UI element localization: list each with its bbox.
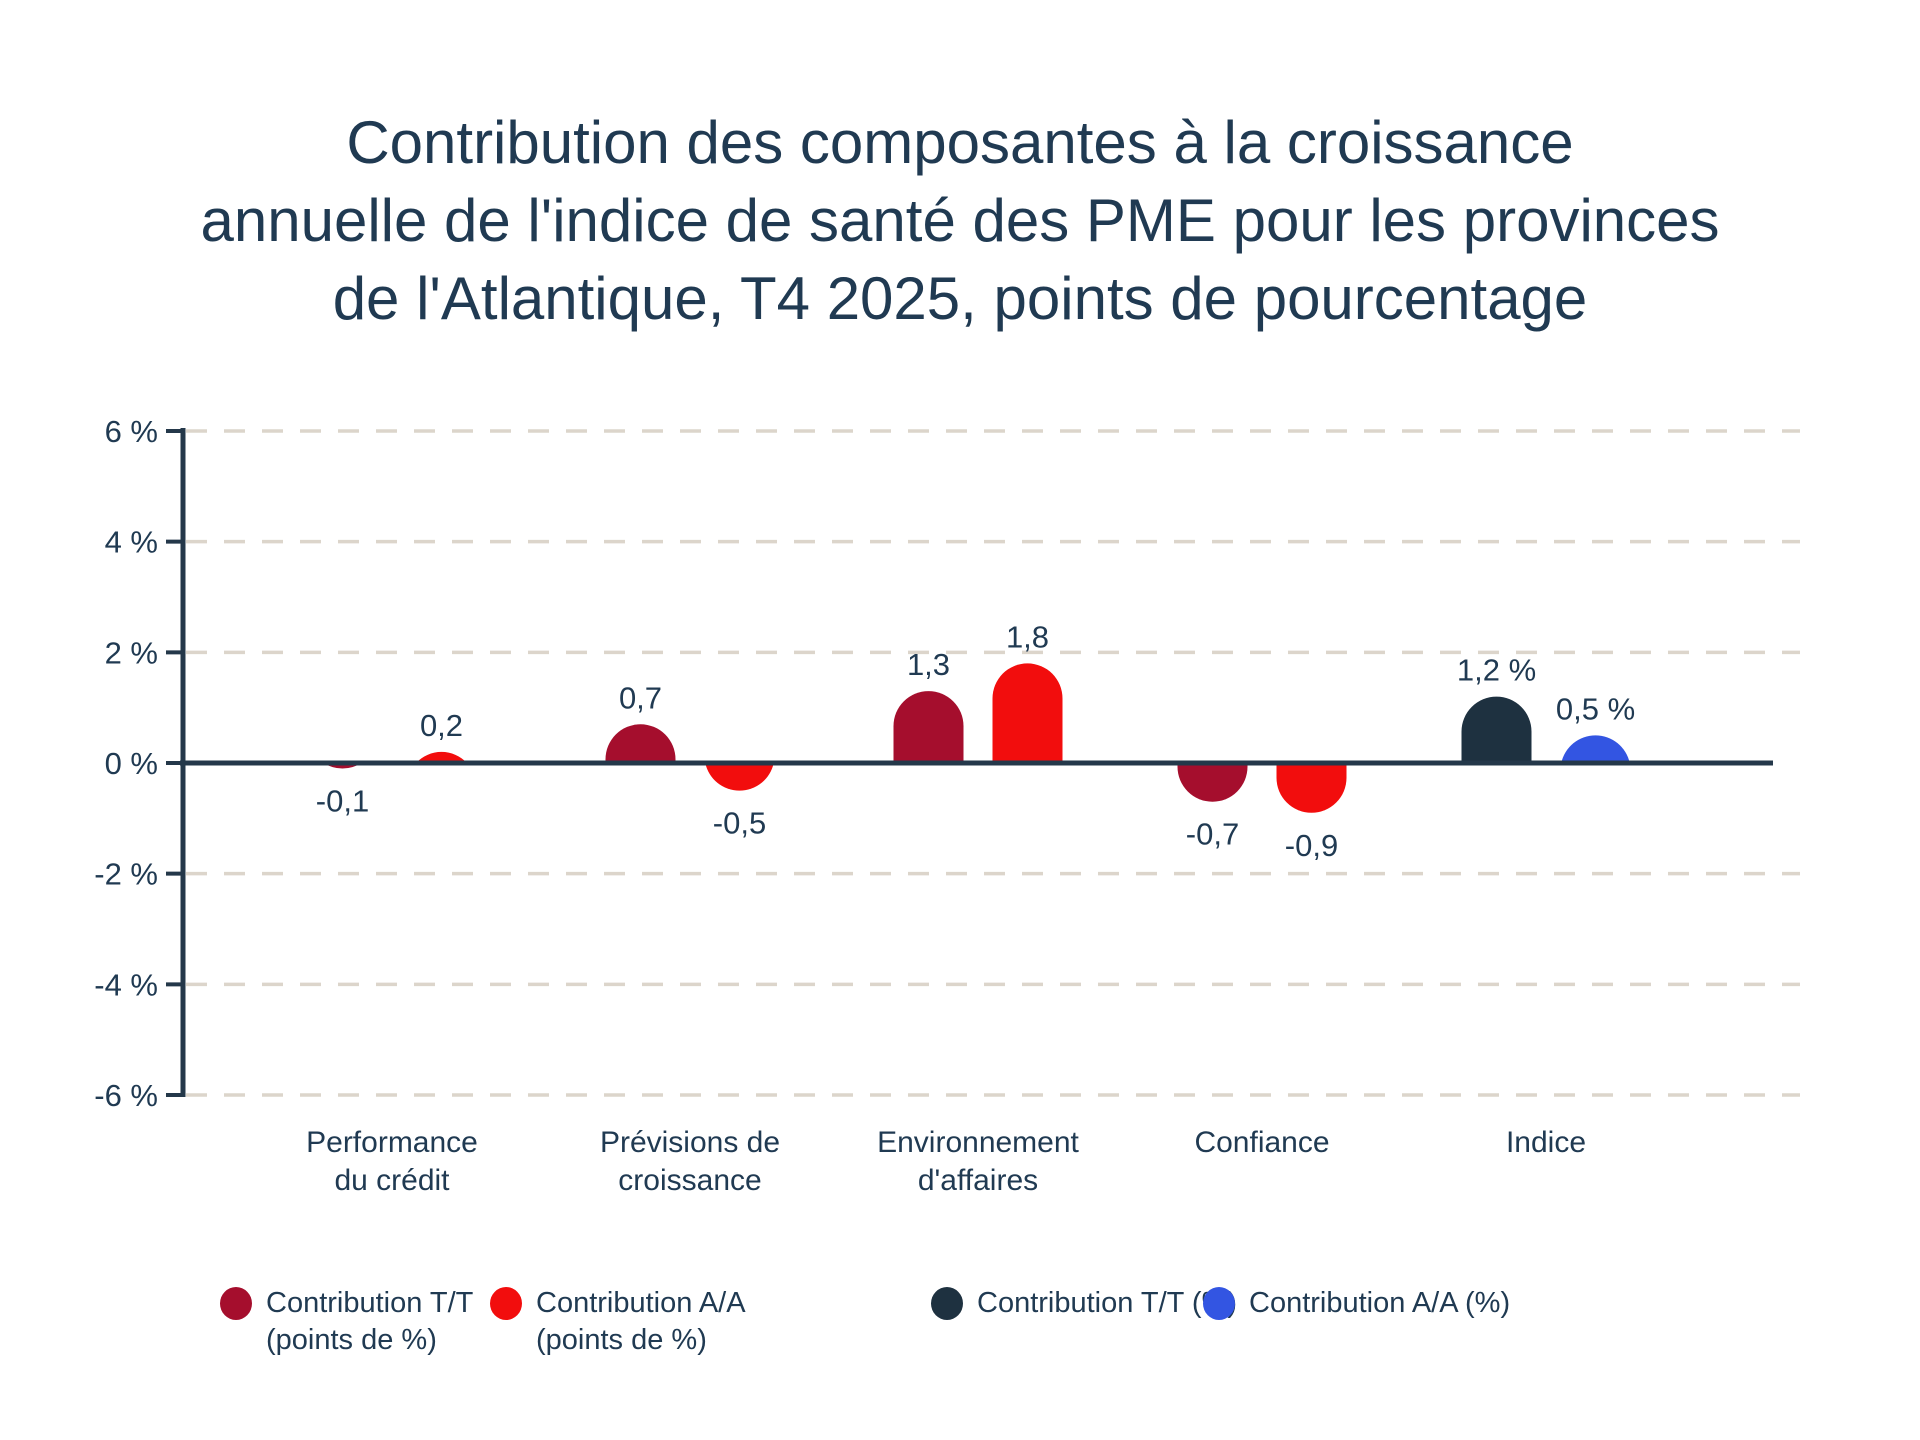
category-label: Prévisions de <box>600 1126 780 1159</box>
bar <box>705 763 774 791</box>
legend-label: Contribution T/T (points de %) <box>266 1285 473 1359</box>
legend-label-line: (points de %) <box>266 1324 437 1356</box>
y-tick-label: 0 % <box>105 746 158 781</box>
legend-label: Contribution A/A (%) <box>1249 1285 1510 1322</box>
bar <box>1461 696 1532 763</box>
legend-entry: Contribution A/A (points de %) <box>490 1285 746 1359</box>
category-label: Confiance <box>1194 1126 1329 1159</box>
legend-label-line: Contribution A/A (%) <box>1249 1287 1511 1319</box>
legend-label-line: Contribution T/T <box>266 1287 474 1319</box>
bar-value-label: -0,7 <box>1186 817 1239 852</box>
bar <box>1177 763 1248 802</box>
legend-entry: Contribution T/T (%) <box>931 1285 1237 1322</box>
category-label: Performance <box>306 1126 478 1159</box>
category-label: croissance <box>618 1164 761 1197</box>
bar <box>415 751 468 763</box>
y-tick-label: -6 % <box>94 1078 158 1113</box>
legend-label: Contribution T/T (%) <box>977 1285 1237 1322</box>
category-label: d'affaires <box>918 1164 1038 1197</box>
bar-value-label: 1,3 <box>907 647 950 682</box>
legend-label: Contribution A/A (points de %) <box>536 1285 746 1359</box>
title-line-1: Contribution des composantes à la croiss… <box>346 109 1574 176</box>
category-label: Indice <box>1506 1126 1586 1159</box>
legend-marker-circle-icon <box>931 1287 963 1320</box>
bar-value-label: 0,2 <box>420 708 463 743</box>
bar-value-label: -0,1 <box>316 784 369 819</box>
legend-entry: Contribution A/A (%) <box>1203 1285 1510 1322</box>
bar-value-label: 0,5 % <box>1556 691 1635 726</box>
y-tick-label: 2 % <box>105 635 158 670</box>
bar <box>992 663 1063 763</box>
title-line-3: de l'Atlantique, T4 2025, points de pour… <box>332 265 1588 332</box>
legend-marker-circle-icon <box>1203 1287 1235 1320</box>
y-tick-label: 6 % <box>105 414 158 449</box>
chart-title: Contribution des composantes à la croiss… <box>0 104 1920 338</box>
bar <box>893 691 964 763</box>
legend-label-line: Contribution T/T (%) <box>977 1287 1238 1319</box>
y-tick-label: -2 % <box>94 857 158 892</box>
bar-value-label: -0,5 <box>713 806 766 841</box>
bar <box>1561 735 1630 763</box>
bar-value-label: 1,8 <box>1006 619 1049 654</box>
category-label: du crédit <box>334 1164 450 1197</box>
legend-label-line: Contribution A/A <box>536 1287 746 1319</box>
y-tick-label: -4 % <box>94 967 158 1002</box>
legend-marker-circle-icon <box>220 1287 252 1320</box>
title-line-2: annuelle de l'indice de santé des PME po… <box>200 187 1720 254</box>
legend-entry: Contribution T/T (points de %) <box>220 1285 473 1359</box>
legend-label-line: (points de %) <box>536 1324 707 1356</box>
bar <box>1276 763 1347 813</box>
bar-value-label: 0,7 <box>619 680 662 715</box>
bar-value-label: -0,9 <box>1285 828 1338 863</box>
legend-marker-circle-icon <box>490 1287 522 1320</box>
y-tick-label: 4 % <box>105 525 158 560</box>
category-label: Environnement <box>877 1126 1079 1159</box>
bar-value-label: 1,2 % <box>1457 653 1536 688</box>
bar <box>605 724 676 763</box>
